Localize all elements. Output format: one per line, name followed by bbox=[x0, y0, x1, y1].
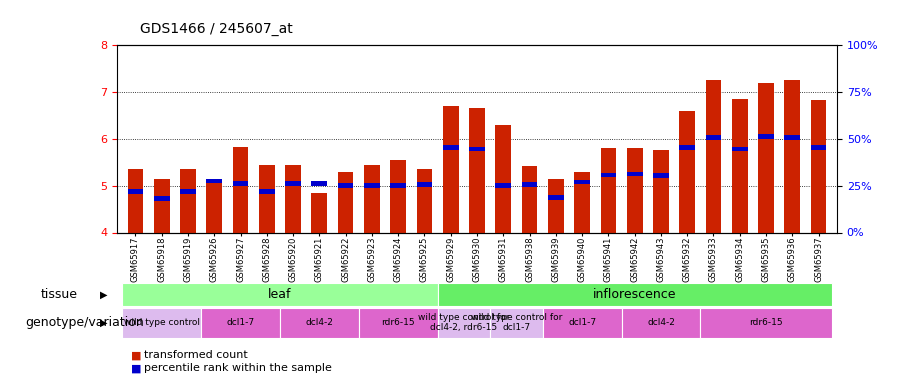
Bar bbox=[359, 308, 437, 338]
Bar bbox=[180, 169, 196, 232]
Bar bbox=[391, 183, 406, 188]
Text: tissue: tissue bbox=[40, 288, 77, 301]
Text: wild type control for
dcl1-7: wild type control for dcl1-7 bbox=[471, 313, 562, 332]
Bar bbox=[259, 189, 274, 194]
Bar bbox=[417, 169, 432, 232]
Bar bbox=[700, 308, 832, 338]
Bar bbox=[437, 308, 490, 338]
Bar bbox=[706, 80, 722, 232]
Bar bbox=[338, 172, 354, 232]
Bar bbox=[391, 160, 406, 232]
Bar bbox=[622, 308, 700, 338]
Bar bbox=[758, 82, 774, 232]
Bar bbox=[232, 147, 248, 232]
Bar bbox=[285, 165, 301, 232]
Bar bbox=[522, 182, 537, 187]
Text: leaf: leaf bbox=[268, 288, 292, 301]
Bar bbox=[785, 80, 800, 232]
Bar bbox=[491, 308, 543, 338]
Bar bbox=[495, 183, 511, 188]
Text: ▶: ▶ bbox=[100, 290, 107, 299]
Bar bbox=[259, 165, 274, 232]
Bar bbox=[653, 150, 669, 232]
Bar bbox=[706, 135, 722, 140]
Bar bbox=[201, 308, 280, 338]
Bar bbox=[417, 182, 432, 187]
Bar bbox=[548, 195, 563, 200]
Bar bbox=[600, 172, 617, 177]
Bar bbox=[548, 178, 563, 232]
Bar bbox=[154, 178, 169, 232]
Text: inflorescence: inflorescence bbox=[593, 288, 677, 301]
Bar bbox=[206, 178, 222, 232]
Text: GDS1466 / 245607_at: GDS1466 / 245607_at bbox=[140, 22, 292, 36]
Text: ■: ■ bbox=[130, 363, 141, 373]
Text: dcl4-2: dcl4-2 bbox=[305, 318, 333, 327]
Bar bbox=[600, 148, 617, 232]
Bar bbox=[232, 181, 248, 186]
Bar bbox=[574, 172, 590, 232]
Bar bbox=[680, 145, 695, 150]
Bar bbox=[311, 181, 328, 186]
Bar bbox=[122, 308, 201, 338]
Text: ▶: ▶ bbox=[100, 318, 107, 327]
Bar bbox=[443, 106, 459, 232]
Text: ■: ■ bbox=[130, 351, 141, 360]
Bar bbox=[128, 189, 143, 194]
Bar bbox=[653, 173, 669, 178]
Bar bbox=[785, 135, 800, 140]
Bar bbox=[128, 169, 143, 232]
Bar bbox=[154, 196, 169, 201]
Bar bbox=[811, 100, 826, 232]
Bar bbox=[758, 134, 774, 139]
Bar bbox=[206, 178, 222, 183]
Bar bbox=[338, 183, 354, 188]
Bar bbox=[280, 308, 359, 338]
Text: percentile rank within the sample: percentile rank within the sample bbox=[144, 363, 332, 373]
Text: wild type control for
dcl4-2, rdr6-15: wild type control for dcl4-2, rdr6-15 bbox=[418, 313, 509, 332]
Bar bbox=[311, 193, 328, 232]
Bar bbox=[626, 172, 643, 176]
Bar bbox=[522, 166, 537, 232]
Text: transformed count: transformed count bbox=[144, 351, 248, 360]
Bar bbox=[443, 145, 459, 150]
Bar bbox=[437, 283, 832, 306]
Bar bbox=[469, 147, 485, 152]
Text: dcl1-7: dcl1-7 bbox=[227, 318, 255, 327]
Text: wild type control: wild type control bbox=[123, 318, 200, 327]
Bar bbox=[285, 181, 301, 186]
Text: dcl1-7: dcl1-7 bbox=[568, 318, 596, 327]
Bar bbox=[495, 124, 511, 232]
Text: rdr6-15: rdr6-15 bbox=[382, 318, 415, 327]
Text: dcl4-2: dcl4-2 bbox=[647, 318, 675, 327]
Bar bbox=[364, 183, 380, 188]
Bar bbox=[811, 145, 826, 150]
Bar bbox=[626, 148, 643, 232]
Bar bbox=[732, 147, 748, 152]
Text: genotype/variation: genotype/variation bbox=[25, 316, 144, 329]
Bar bbox=[680, 111, 695, 232]
Bar bbox=[364, 165, 380, 232]
Bar bbox=[122, 283, 437, 306]
Bar bbox=[469, 108, 485, 232]
Bar bbox=[180, 189, 196, 194]
Bar bbox=[732, 99, 748, 232]
Bar bbox=[543, 308, 622, 338]
Bar bbox=[574, 180, 590, 184]
Text: rdr6-15: rdr6-15 bbox=[749, 318, 783, 327]
